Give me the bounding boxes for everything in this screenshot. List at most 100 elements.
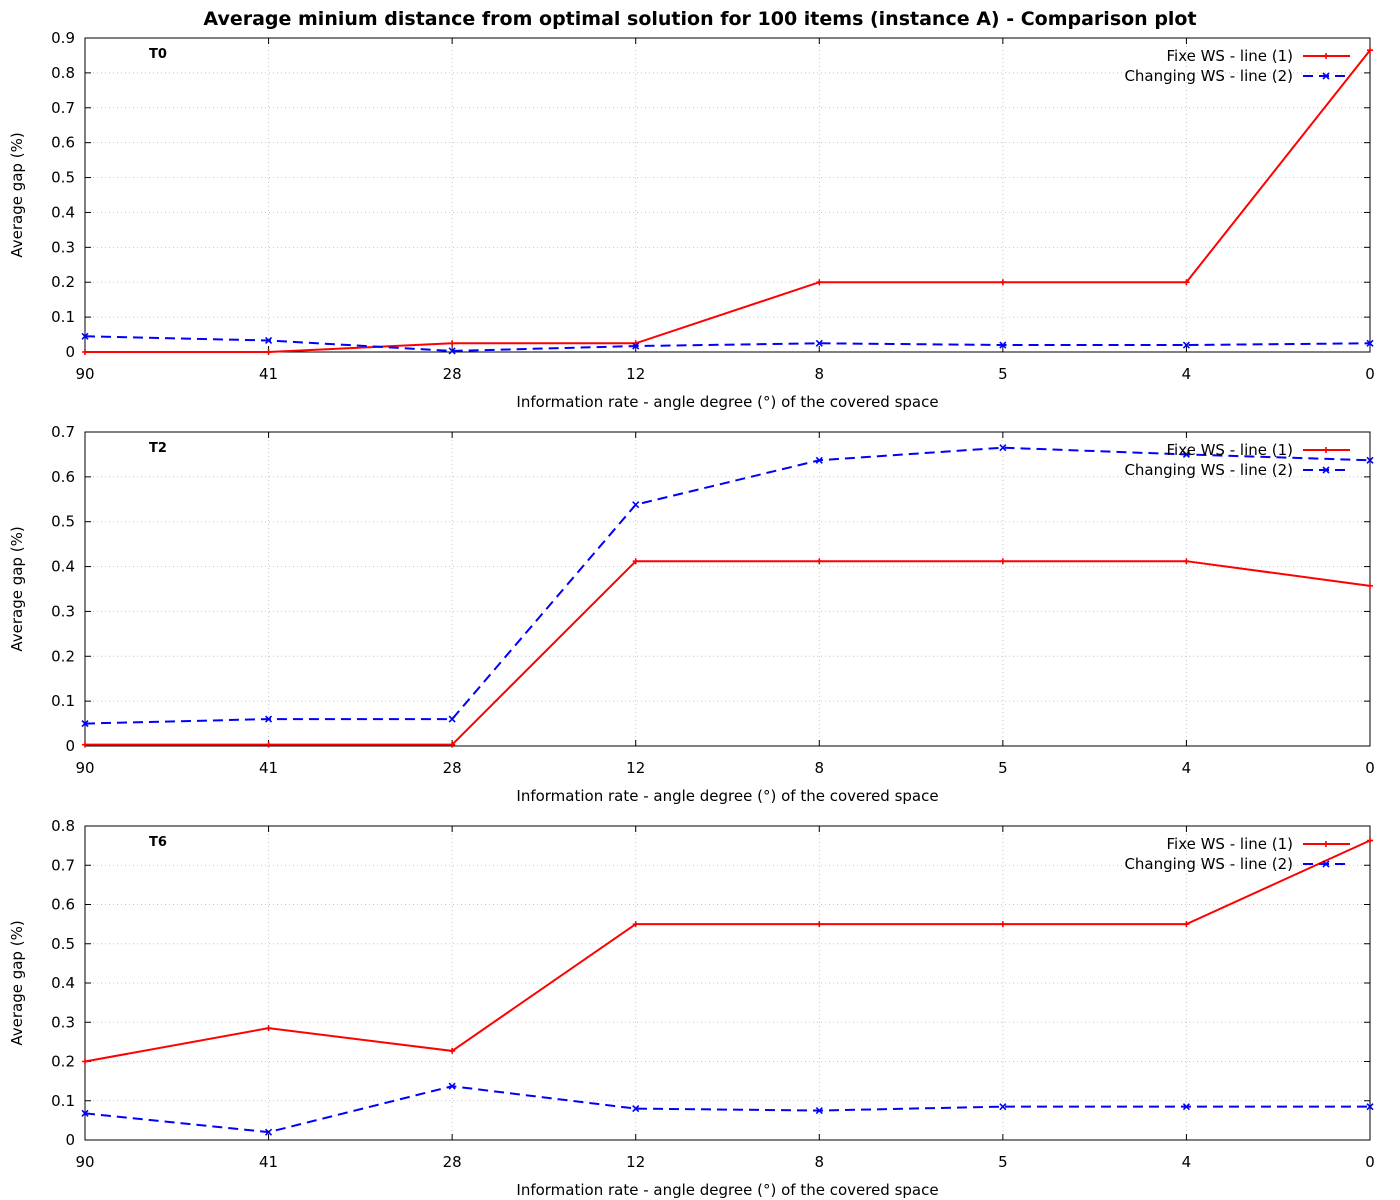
data-point-marker	[82, 741, 88, 748]
data-point-marker	[999, 558, 1006, 565]
legend-label: Fixe WS - line (1)	[1166, 835, 1293, 853]
data-point-marker	[81, 1109, 89, 1117]
y-tick-label: 0.4	[51, 203, 75, 221]
series-2	[81, 332, 1374, 355]
data-point-marker	[815, 456, 823, 464]
data-point-marker	[632, 558, 639, 565]
chart-panels: 00.10.20.30.40.50.60.70.80.990 41 28 12 8 5 4 0…	[8, 29, 1375, 1199]
data-point-marker	[265, 336, 273, 345]
data-point-marker	[999, 444, 1007, 452]
y-tick-label: 0.9	[51, 29, 75, 47]
data-point-marker	[448, 1082, 456, 1090]
x-axis-label: Information rate - angle degree (°) of t…	[516, 1181, 938, 1199]
series-2	[81, 444, 1374, 728]
chart-panel-t0: 0 0.1 0.2 0.3 0.4 0.5 0.6 0.7 0.8 0.9 90 41 28 12 8 5 4 0…	[8, 29, 1375, 411]
x-tick-label: 90	[75, 759, 94, 777]
data-point-marker	[82, 349, 88, 355]
data-point-marker	[815, 339, 823, 347]
data-point-marker	[632, 921, 639, 928]
y-tick-label: 0.8	[51, 64, 75, 82]
legend-marker	[1323, 447, 1329, 453]
x-tick-label: 8	[815, 1153, 825, 1171]
y-tick-label: 0.3	[51, 1013, 75, 1031]
y-tick-label: 0	[65, 1131, 75, 1149]
y-tick-label: 0.7	[51, 99, 75, 117]
y-tick-label: 0.2	[51, 273, 75, 291]
y-tick-label: 0.5	[51, 935, 75, 953]
series-line	[85, 49, 1371, 353]
series-line	[84, 1085, 1370, 1134]
y-tick-label: 0	[65, 737, 75, 755]
data-point-marker	[1183, 921, 1190, 928]
data-point-marker	[1182, 450, 1190, 458]
data-point-marker	[1367, 47, 1373, 54]
x-tick-label: 8	[815, 759, 825, 777]
legend: Fixe WS - line (1) Changing WS - line (2)	[1124, 441, 1350, 479]
y-axis-label: Average gap (%)	[8, 132, 26, 257]
data-point-marker	[265, 1025, 272, 1032]
legend: Fixe WS - line (1) Changing WS - line (2)	[1124, 47, 1350, 85]
data-point-marker	[265, 715, 273, 723]
data-point-marker	[448, 715, 456, 723]
data-point-marker	[1366, 339, 1374, 347]
y-tick-label: 0.4	[51, 974, 75, 992]
chart-panel-t2: 0 0.1 0.2 0.3 0.4 0.5 0.6 0.7 90 41 28 12 8 5 4 0 Inform…	[8, 423, 1375, 805]
y-tick-label: 0.6	[51, 468, 75, 486]
data-point-marker	[81, 332, 89, 340]
data-point-marker	[815, 1106, 823, 1115]
legend-label: Changing WS - line (2)	[1124, 461, 1293, 479]
series-line	[84, 839, 1371, 1063]
data-point-marker	[81, 720, 89, 728]
y-tick-label: 0.2	[51, 647, 75, 665]
x-tick-label: 0	[1365, 1153, 1375, 1171]
y-axis-label: Average gap (%)	[8, 526, 26, 651]
x-tick-label: 0	[1365, 365, 1375, 383]
data-point-marker	[449, 741, 456, 748]
data-point-marker	[82, 1058, 88, 1065]
y-tick-label: 0.5	[51, 169, 75, 187]
x-tick-label: 0	[1365, 759, 1375, 777]
x-axis-label: Information rate - angle degree (°) of t…	[516, 393, 938, 411]
data-point-marker	[1183, 558, 1190, 565]
y-tick-label: 0.2	[51, 1053, 75, 1071]
series-line	[85, 560, 1371, 746]
x-tick-label: 12	[626, 1153, 645, 1171]
data-point-marker	[632, 342, 640, 350]
plot-frame	[84, 37, 1371, 353]
series-1	[82, 837, 1373, 1065]
x-tick-label: 5	[998, 1153, 1008, 1171]
panel-label: T2	[149, 441, 167, 456]
y-tick-label: 0.8	[51, 817, 75, 835]
data-point-marker	[632, 1105, 640, 1113]
legend-marker	[1323, 841, 1329, 847]
legend-marker	[1323, 53, 1329, 59]
data-point-marker	[265, 349, 272, 355]
data-point-marker	[1367, 837, 1373, 844]
x-tick-label: 90	[75, 1153, 94, 1171]
series-line	[84, 335, 1371, 352]
data-point-marker	[816, 558, 823, 565]
y-tick-label: 0.6	[51, 896, 75, 914]
y-tick-label: 0.1	[51, 1092, 75, 1110]
data-point-marker	[1367, 582, 1373, 589]
data-point-marker	[999, 921, 1006, 928]
x-tick-label: 4	[1182, 365, 1192, 383]
x-axis-label: Information rate - angle degree (°) of t…	[516, 787, 938, 805]
data-point-marker	[816, 279, 823, 286]
x-tick-label: 28	[443, 365, 462, 383]
y-axis-label: Average gap (%)	[8, 920, 26, 1045]
y-tick-label: 0.4	[51, 558, 75, 576]
legend-label: Changing WS - line (2)	[1124, 67, 1293, 85]
y-tick-label: 0.5	[51, 513, 75, 531]
data-point-marker	[265, 741, 272, 748]
data-point-marker	[1182, 1103, 1190, 1111]
data-point-marker	[816, 921, 823, 928]
data-point-marker	[1183, 279, 1190, 286]
panel-label: T0	[149, 47, 167, 62]
y-tick-label: 0.3	[51, 602, 75, 620]
y-tick-label: 0.7	[51, 856, 75, 874]
y-tick-label: 0.1	[51, 308, 75, 326]
legend-label: Fixe WS - line (1)	[1166, 47, 1293, 65]
data-point-marker	[449, 340, 456, 347]
